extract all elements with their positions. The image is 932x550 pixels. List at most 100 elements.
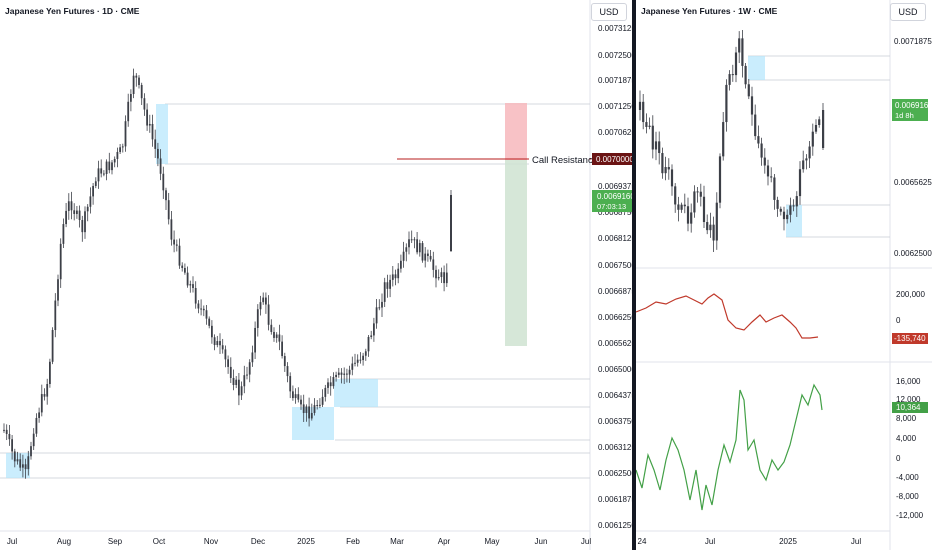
candle-body	[808, 146, 811, 159]
candle-body	[421, 243, 424, 261]
candle-body	[254, 327, 256, 353]
candle-body	[265, 297, 267, 305]
time-tick-label: Jun	[535, 537, 548, 546]
candle-body	[224, 349, 227, 360]
candle-body	[337, 372, 340, 375]
candle-body	[658, 141, 661, 154]
candle-body	[381, 301, 383, 308]
candle-body	[8, 433, 11, 440]
candle-body	[397, 268, 400, 279]
candle-body	[243, 375, 246, 387]
candle-body	[670, 169, 674, 187]
candle-body	[731, 74, 734, 76]
candle-body	[757, 136, 760, 144]
candle-body	[57, 279, 59, 301]
time-tick-label: May	[484, 537, 499, 546]
price-tick-label: 0.0069375	[598, 182, 632, 191]
candle-body	[814, 124, 818, 132]
time-tick-label: Feb	[346, 537, 360, 546]
candle-body	[818, 119, 821, 125]
price-tick-label: 0.0062500	[598, 469, 632, 478]
candle-body	[262, 297, 265, 303]
candle-body	[725, 84, 728, 123]
candle-body	[62, 224, 65, 244]
candle-body	[100, 168, 103, 174]
candle-body	[238, 379, 240, 396]
right-chart-pane[interactable]: 0.0071875 0.0065625 0.0062500 0.0069165 1d 8…	[636, 0, 932, 550]
indicator2-line	[636, 383, 823, 511]
candle-body	[140, 84, 143, 99]
candle-body	[219, 341, 221, 346]
candle-body	[356, 359, 359, 363]
candle-body	[46, 384, 49, 397]
time-tick-label: Jul	[705, 537, 715, 546]
resistance-label-bg	[529, 153, 589, 165]
candle-body	[108, 161, 111, 171]
candle-body	[776, 199, 779, 209]
candle-body	[208, 318, 211, 326]
candle-body	[642, 101, 645, 123]
candle-body	[329, 382, 332, 387]
candle-body	[645, 122, 648, 127]
price-tick-label: 0.0064375	[598, 391, 632, 400]
candle-body	[278, 334, 281, 342]
candle-body	[3, 429, 5, 431]
stop-loss-zone	[505, 103, 527, 160]
currency-badge[interactable]: USD	[890, 3, 926, 21]
last-price-tag	[892, 99, 928, 121]
candle-body	[760, 143, 763, 158]
time-tick-label: Apr	[438, 537, 451, 546]
candle-body	[782, 211, 786, 220]
candle-body	[680, 204, 683, 210]
candle-body	[121, 146, 124, 148]
candle-body	[335, 374, 337, 378]
candle-body	[677, 204, 680, 210]
indicator2-tick-label: -12,000	[896, 511, 924, 520]
price-tick-label: 0.0070625	[598, 128, 632, 137]
candle-body	[308, 406, 310, 419]
candle-body	[715, 202, 718, 241]
candle-body	[359, 359, 362, 361]
candle-body	[119, 147, 121, 152]
price-tick-label: 0.0065625	[894, 178, 932, 187]
indicator1-value-tag	[892, 333, 928, 344]
candle-body	[795, 196, 798, 207]
currency-badge[interactable]: USD	[591, 3, 627, 21]
candle-body	[232, 377, 235, 385]
candle-body	[92, 185, 94, 197]
candle-body	[157, 148, 159, 159]
candle-body	[340, 372, 343, 375]
candle-body	[202, 308, 205, 311]
candle-body	[302, 404, 305, 414]
candle-body	[89, 196, 92, 207]
candle-body	[67, 201, 70, 211]
take-profit-zone	[505, 160, 527, 346]
indicator2-tick-label: 8,000	[896, 414, 917, 423]
candle-body	[292, 391, 294, 399]
candle-body	[32, 433, 35, 447]
candle-body	[146, 109, 148, 126]
last-price-tag	[592, 190, 632, 212]
price-tick-label: 0.0061875	[598, 495, 632, 504]
candle-body	[364, 351, 367, 356]
price-tick-label: 0.0073125	[598, 24, 632, 33]
candle-body	[124, 121, 127, 147]
candle-body	[22, 464, 24, 468]
candle-body	[194, 288, 197, 304]
candle-body	[227, 359, 229, 367]
candle-body	[192, 284, 194, 289]
indicator1-line	[636, 293, 819, 339]
candle-body	[186, 272, 189, 286]
candle-body	[78, 210, 81, 221]
candle-body	[661, 153, 664, 174]
price-tick-label: 0.0063125	[598, 443, 632, 452]
pane-divider[interactable]	[632, 0, 636, 550]
candle-body	[310, 412, 313, 419]
